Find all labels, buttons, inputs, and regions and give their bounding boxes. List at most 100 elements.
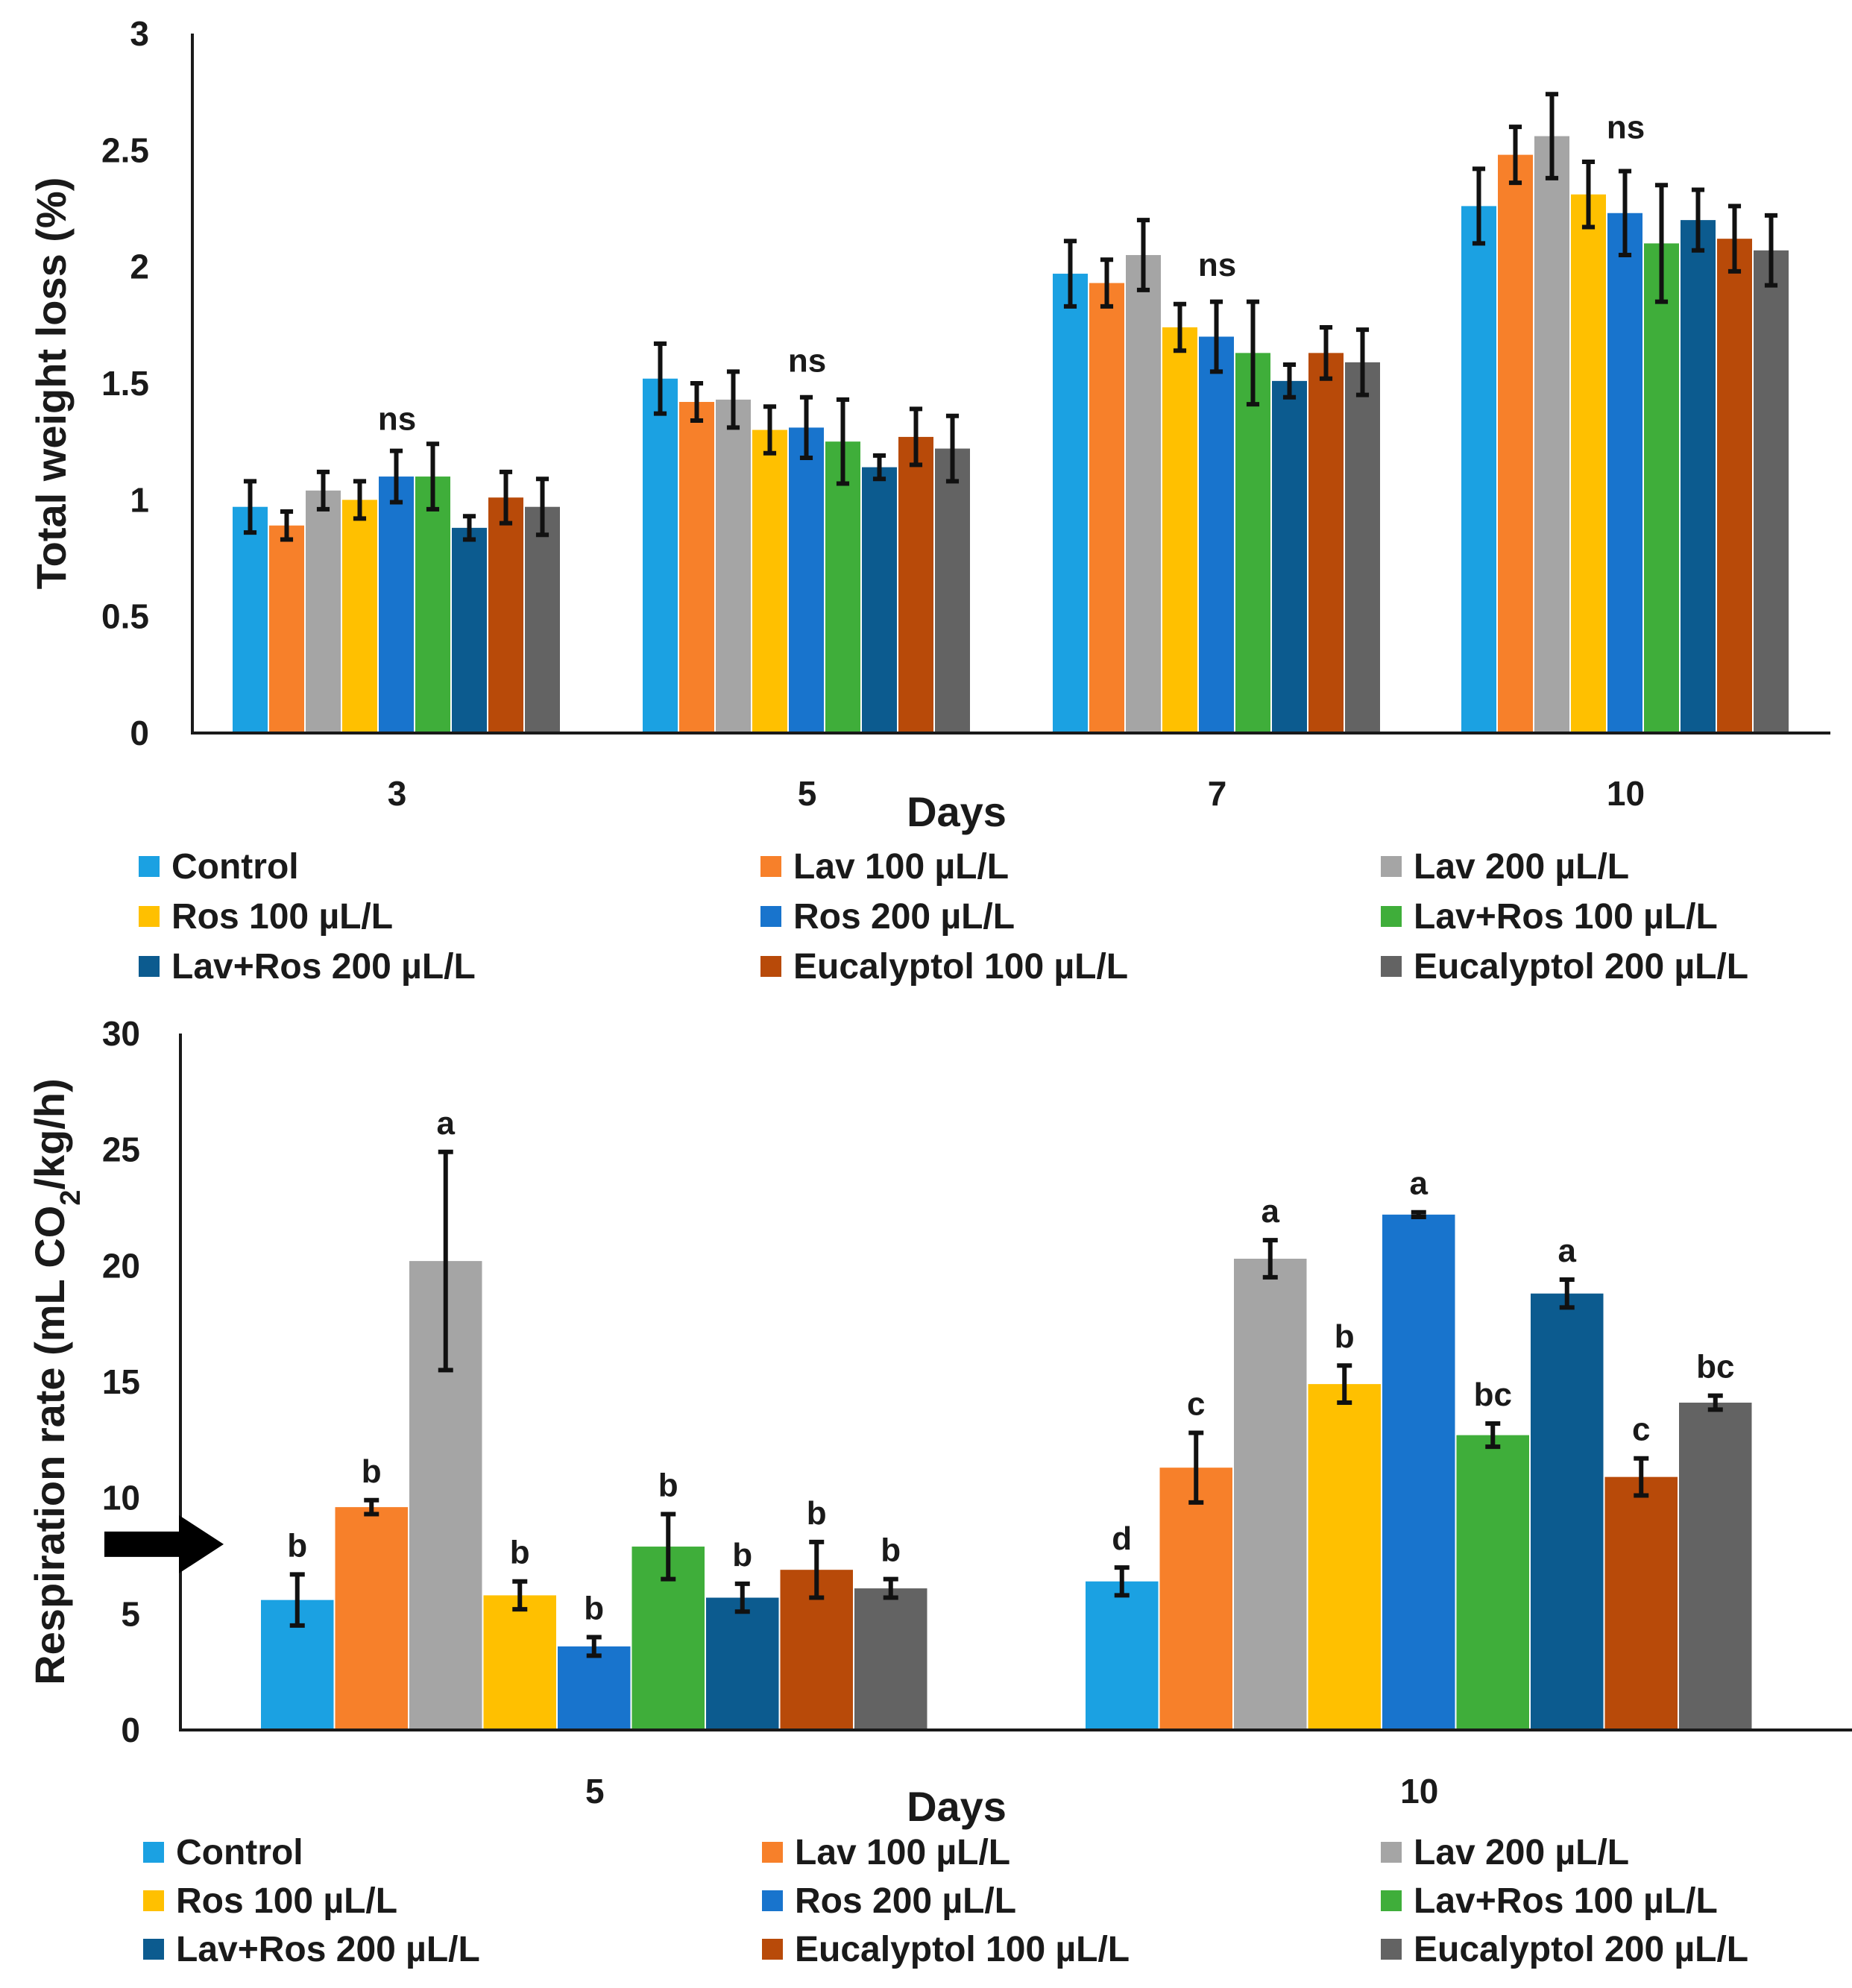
legend-label: Ros 200 µL/L bbox=[795, 1881, 1016, 1921]
legend-label: Lav+Ros 200 µL/L bbox=[171, 947, 476, 987]
legend-label: Lav 100 µL/L bbox=[793, 847, 1009, 887]
bar bbox=[483, 1595, 556, 1730]
legend-label: Control bbox=[171, 847, 299, 887]
respiration-error-bars bbox=[289, 1149, 1723, 1658]
bar bbox=[1199, 336, 1234, 733]
significance-letter: b bbox=[1335, 1318, 1355, 1355]
weight-loss-bars bbox=[233, 136, 1789, 734]
legend-label: Lav+Ros 100 µL/L bbox=[1414, 1881, 1718, 1921]
bar bbox=[415, 476, 450, 733]
bar bbox=[233, 506, 268, 733]
legend-swatch bbox=[143, 1842, 164, 1863]
legend-label: Control bbox=[176, 1833, 303, 1872]
x-tick-label: 3 bbox=[388, 774, 407, 813]
legend-label: Eucalyptol 100 µL/L bbox=[795, 1930, 1130, 1969]
bar bbox=[1717, 239, 1752, 733]
y-tick-label: 0.5 bbox=[101, 597, 149, 636]
y-tick-label: 1.5 bbox=[101, 364, 149, 403]
y-tick-label: 1 bbox=[130, 480, 149, 519]
ns-annotation: ns bbox=[1607, 110, 1645, 146]
respiration-y-ticks: 0 5 10 15 20 25 30 bbox=[102, 1014, 140, 1749]
bar bbox=[452, 527, 487, 733]
y-tick-label: 25 bbox=[102, 1130, 140, 1169]
weight-loss-x-ticks: 3 5 7 10 bbox=[388, 774, 1645, 813]
bar bbox=[558, 1646, 631, 1730]
significance-letter: b bbox=[510, 1535, 530, 1571]
legend-swatch bbox=[760, 956, 781, 977]
legend-swatch bbox=[1381, 856, 1402, 877]
legend-swatch bbox=[143, 1939, 164, 1960]
legend-swatch bbox=[1381, 906, 1402, 927]
weight-loss-chart: 0 0.5 1 1.5 2 2.5 3 ns ns ns ns 3 5 7 10 Days Total … bbox=[28, 14, 1830, 987]
legend-label: Eucalyptol 200 µL/L bbox=[1414, 947, 1748, 987]
significance-letter: a bbox=[1410, 1166, 1429, 1202]
bar bbox=[1498, 154, 1533, 733]
bar bbox=[1679, 1403, 1752, 1730]
bar bbox=[1159, 1468, 1232, 1730]
x-tick-label: 10 bbox=[1607, 774, 1645, 813]
legend-swatch bbox=[139, 856, 160, 877]
bar bbox=[679, 402, 714, 733]
weight-loss-legend: Control Lav 100 µL/L Lav 200 µL/L Ros 100 µ… bbox=[139, 847, 1748, 987]
bar bbox=[898, 436, 933, 733]
bar bbox=[862, 467, 897, 733]
legend-swatch bbox=[139, 956, 160, 977]
legend-swatch bbox=[760, 906, 781, 927]
bar bbox=[1234, 1258, 1307, 1730]
bar bbox=[1754, 250, 1789, 733]
x-tick-label: 5 bbox=[585, 1772, 605, 1811]
legend-label: Lav 200 µL/L bbox=[1414, 847, 1629, 887]
bar bbox=[789, 427, 824, 733]
legend-swatch bbox=[1381, 1890, 1402, 1911]
significance-letter: b bbox=[584, 1590, 604, 1626]
significance-letter: b bbox=[732, 1537, 752, 1573]
legend-swatch bbox=[1381, 956, 1402, 977]
legend-swatch bbox=[760, 856, 781, 877]
legend-label: Lav+Ros 100 µL/L bbox=[1414, 897, 1718, 937]
bar bbox=[379, 476, 414, 733]
bar bbox=[1162, 327, 1197, 734]
bar bbox=[1382, 1214, 1455, 1730]
legend-label: Ros 200 µL/L bbox=[793, 897, 1015, 937]
legend-label: Ros 100 µL/L bbox=[176, 1881, 397, 1921]
weight-loss-x-axis-title: Days bbox=[907, 788, 1007, 835]
bar bbox=[525, 506, 560, 733]
bar bbox=[643, 378, 678, 733]
significance-letter: bc bbox=[1696, 1349, 1734, 1385]
bar bbox=[269, 525, 304, 733]
bar bbox=[1272, 380, 1307, 733]
legend-swatch bbox=[1381, 1939, 1402, 1960]
weight-loss-y-ticks: 0 0.5 1 1.5 2 2.5 3 bbox=[101, 14, 149, 752]
legend-swatch bbox=[762, 1890, 783, 1911]
x-tick-label: 10 bbox=[1400, 1772, 1438, 1811]
legend-label: Lav 200 µL/L bbox=[1414, 1833, 1629, 1872]
y-tick-label: 20 bbox=[102, 1246, 140, 1285]
bar bbox=[1607, 213, 1642, 734]
respiration-x-ticks: 5 10 bbox=[585, 1772, 1438, 1811]
weight-loss-error-bars bbox=[243, 92, 1778, 542]
bar bbox=[1461, 206, 1496, 734]
bar bbox=[1456, 1435, 1529, 1730]
bar bbox=[1235, 353, 1270, 733]
legend-label: Lav+Ros 200 µL/L bbox=[176, 1930, 480, 1969]
significance-letter: b bbox=[658, 1467, 678, 1503]
legend-label: Eucalyptol 100 µL/L bbox=[793, 947, 1128, 987]
significance-letter: bc bbox=[1474, 1377, 1512, 1413]
weight-loss-y-axis-title: Total weight loss (%) bbox=[28, 177, 75, 590]
significance-letter: b bbox=[807, 1495, 827, 1532]
y-tick-label: 3 bbox=[130, 14, 149, 53]
significance-letter: b bbox=[881, 1532, 901, 1569]
bar bbox=[935, 448, 970, 733]
reference-arrow-icon bbox=[104, 1514, 224, 1573]
y-tick-label: 2 bbox=[130, 248, 149, 286]
legend-swatch bbox=[143, 1890, 164, 1911]
bar bbox=[1644, 243, 1679, 733]
legend-label: Eucalyptol 200 µL/L bbox=[1414, 1930, 1748, 1969]
bar bbox=[335, 1507, 408, 1730]
significance-letter: a bbox=[437, 1105, 456, 1142]
bar bbox=[1126, 255, 1161, 733]
bar bbox=[1308, 353, 1344, 733]
significance-letter: b bbox=[362, 1453, 382, 1490]
y-tick-label: 0 bbox=[130, 714, 149, 752]
